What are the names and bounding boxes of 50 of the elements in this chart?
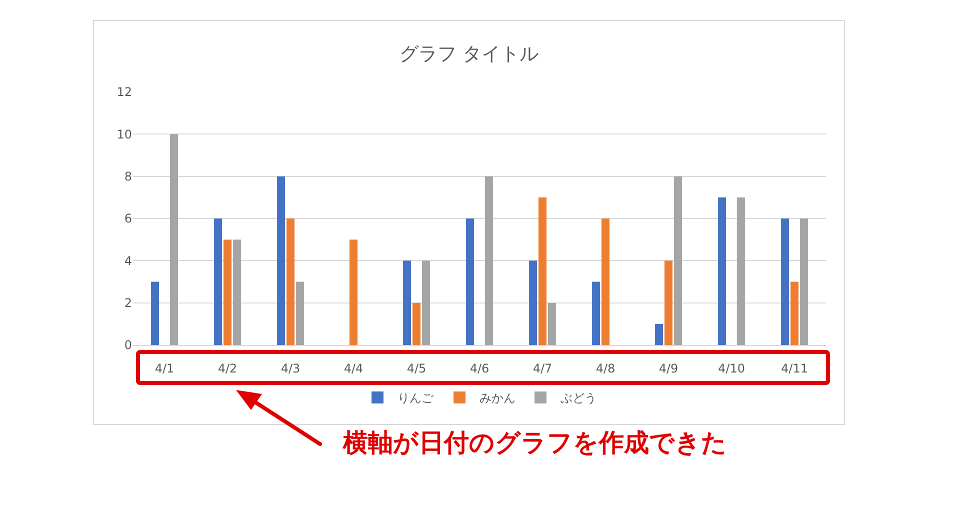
legend-label: ぶどう: [560, 391, 596, 406]
bar: [538, 197, 547, 345]
bar: [277, 176, 286, 345]
bar: [466, 218, 474, 345]
bar: [214, 218, 222, 345]
x-tick-label: 4/1: [154, 361, 174, 376]
bar: [232, 240, 241, 345]
bar: [412, 302, 421, 345]
bar: [170, 134, 178, 345]
bar: [674, 176, 682, 345]
x-tick-label: 4/2: [218, 361, 238, 376]
bar: [800, 218, 808, 345]
y-tick-label: 12: [116, 85, 132, 100]
y-tick-label: 6: [124, 212, 132, 226]
legend-label: りんご: [398, 391, 434, 406]
x-tick-label: 4/7: [532, 361, 552, 376]
y-tick-label: 2: [124, 296, 132, 310]
x-tick-label: 4/8: [596, 361, 616, 376]
y-tick-label: 10: [116, 127, 132, 142]
chart-title: グラフ タイトル: [399, 42, 539, 65]
x-tick-label: 4/11: [781, 361, 808, 376]
x-tick-label: 4/10: [718, 361, 745, 376]
bar: [349, 240, 358, 345]
x-tick-label: 4/3: [280, 361, 300, 376]
x-tick-label: 4/5: [406, 361, 426, 376]
bar: [296, 282, 304, 345]
bar: [781, 218, 790, 345]
y-tick-label: 4: [124, 254, 132, 268]
bar: [223, 240, 232, 345]
bar: [484, 176, 493, 345]
bar: [286, 218, 295, 345]
text: 横軸が日付のグラフを作成できた: [343, 427, 727, 459]
bar: [718, 197, 726, 345]
x-tick-label: 4/4: [344, 361, 364, 376]
bar: [529, 260, 538, 345]
bar: [664, 260, 673, 345]
legend-label: みかん: [480, 391, 516, 406]
bar: [736, 197, 745, 345]
bar: [601, 218, 610, 345]
x-tick-label: 4/6: [470, 361, 490, 376]
bar: [548, 302, 556, 345]
y-tick-label: 8: [124, 170, 132, 184]
bar: [790, 282, 799, 345]
bar: [403, 260, 412, 345]
bar: [151, 282, 160, 345]
bar: [655, 324, 664, 345]
x-tick-label: 4/9: [658, 361, 678, 376]
y-tick-label: 0: [124, 338, 132, 352]
bar: [592, 282, 600, 345]
bar: [422, 260, 430, 345]
